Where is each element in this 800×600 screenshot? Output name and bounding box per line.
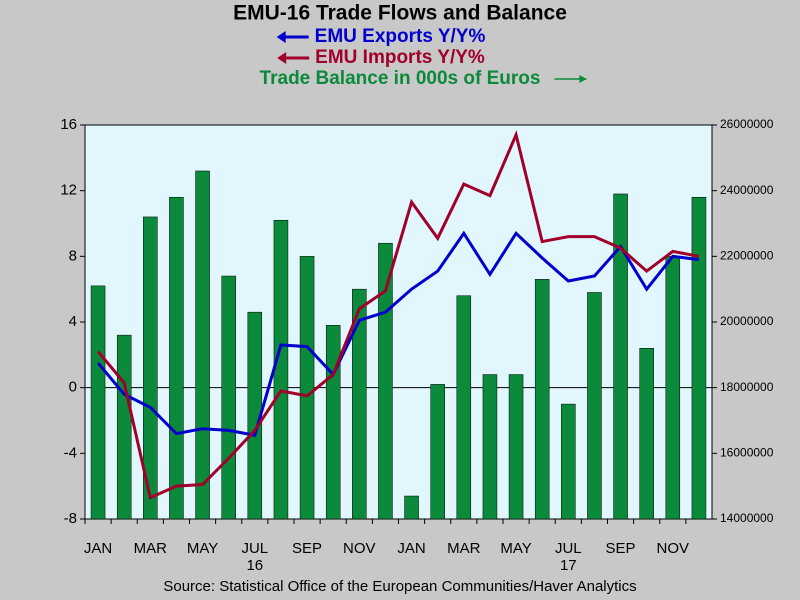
bar [325,325,341,520]
y-tick-label: -8 [64,510,77,527]
bar [534,279,550,520]
y-tick-label: 4 [69,313,77,330]
x-tick-label: NOV [343,540,376,557]
y2-tick-label: 26000000 [720,117,774,131]
y-tick-label: -4 [64,444,77,461]
bar [587,292,602,520]
bar [116,334,132,520]
legend-label: EMU Exports Y/Y% [315,26,486,47]
bar [195,170,210,520]
bar [508,374,524,520]
y2-tick-label: 20000000 [720,314,774,328]
bar [90,285,106,520]
x-tick-label: MAY [187,540,218,557]
bar [613,193,628,520]
bar [273,219,289,520]
x-tick-label: JUL [241,540,268,557]
bar [352,288,367,520]
x-tick-label: JAN [397,540,425,557]
bar [482,374,498,520]
y2-tick-label: 18000000 [720,380,774,394]
x-tick-label: JUL [555,540,582,557]
x-tick-label: SEP [606,540,636,557]
bar [169,196,184,520]
bar [143,216,158,520]
y2-tick-label: 24000000 [720,183,774,197]
x-tick-label: MAR [134,540,168,557]
year-label: 16 [246,557,263,574]
bar [456,295,472,520]
bar [221,275,236,520]
legend-arrowhead [277,52,287,64]
x-tick-label: SEP [292,540,322,557]
bar [378,242,393,520]
y-tick-label: 8 [69,247,77,264]
x-tick-label: MAR [447,540,481,557]
plot-area [84,124,713,520]
bar [430,384,445,520]
bar [404,495,419,520]
bar [691,196,707,520]
line [96,130,700,500]
y-tick-label: 0 [69,379,77,396]
bar [299,256,315,520]
legend-label: Trade Balance in 000s of Euros [260,68,541,89]
y2-tick-label: 22000000 [720,249,774,263]
legend-arrowhead [579,75,587,83]
chart-title: EMU-16 Trade Flows and Balance [233,2,567,25]
line [96,230,700,438]
y-tick-label: 16 [60,116,77,133]
bar [561,403,576,520]
y-tick-label: 12 [60,182,77,199]
x-tick-label: NOV [657,540,690,557]
bar [639,348,654,520]
year-label: 17 [560,557,577,574]
source: Source: Statistical Office of the Europe… [163,578,636,595]
legend-label: EMU Imports Y/Y% [315,47,485,68]
x-tick-label: JAN [84,540,112,557]
bar [665,256,681,520]
y2-tick-label: 16000000 [720,446,774,460]
y2-tick-label: 14000000 [720,511,774,525]
legend-arrowhead [276,31,286,43]
x-tick-label: MAY [500,540,531,557]
